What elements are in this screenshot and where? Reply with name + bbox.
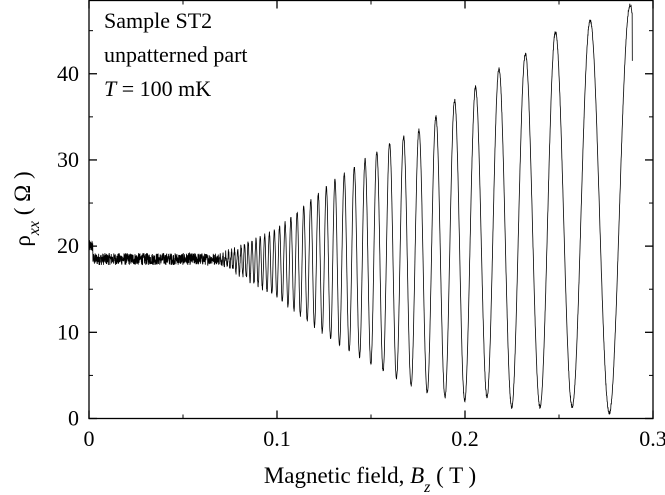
annotation-temperature: T = 100 mK <box>104 76 211 101</box>
y-axis: 0 10 20 30 40 <box>57 30 653 431</box>
annotation-sample: Sample ST2 <box>104 8 212 33</box>
y-tick-label: 10 <box>57 319 79 344</box>
annotation-box: Sample ST2 unpatterned part T = 100 mK <box>104 8 248 101</box>
y-axis-label: ρxx ( Ω ) <box>10 171 43 246</box>
annotation-part: unpatterned part <box>104 42 248 67</box>
y-tick-label: 20 <box>57 233 79 258</box>
x-tick-label: 0 <box>84 426 95 451</box>
x-tick-label: 0.1 <box>263 426 291 451</box>
x-axis: 0 0.1 0.2 0.3 <box>84 0 665 451</box>
y-tick-label: 40 <box>57 61 79 86</box>
x-tick-label: 0.2 <box>451 426 479 451</box>
y-tick-label: 30 <box>57 147 79 172</box>
x-tick-label: 0.3 <box>639 426 665 451</box>
x-axis-label: Magnetic field, Bz ( T ) <box>264 463 476 495</box>
series-line-rho-xx <box>88 3 633 415</box>
y-tick-label: 0 <box>68 406 79 431</box>
